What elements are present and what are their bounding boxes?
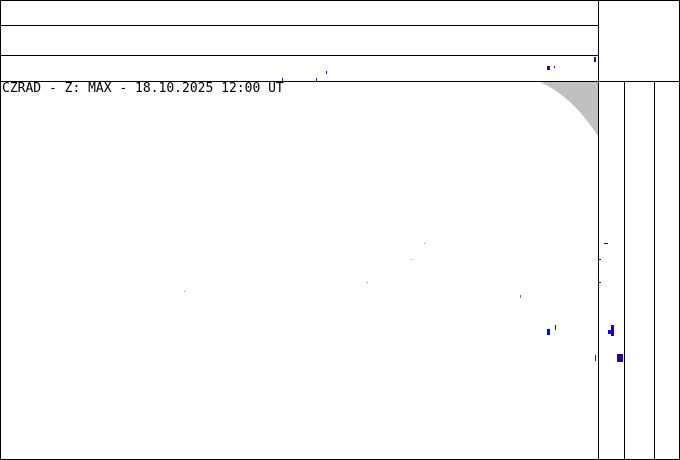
out-of-range-area (540, 82, 598, 136)
map-title: CZRAD - Z: MAX - 18.10.2025 12:00 UT (2, 81, 284, 96)
radar-echoes (184, 57, 623, 362)
